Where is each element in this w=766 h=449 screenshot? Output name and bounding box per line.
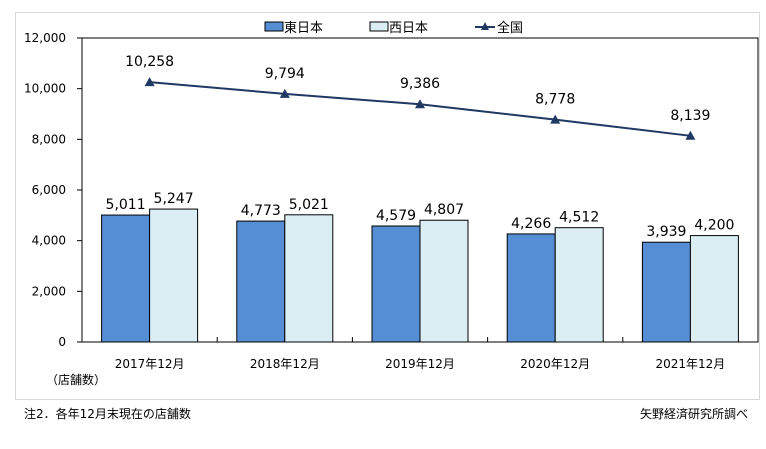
bar-west: [689, 235, 739, 343]
x-tick-label: 2018年12月: [250, 357, 320, 371]
source-note: 矢野経済研究所調べ: [639, 407, 748, 421]
data-label: 4,200: [694, 218, 734, 234]
legend-label: 西日本: [389, 21, 428, 36]
data-label: 4,807: [424, 202, 464, 218]
triangle-marker: [144, 77, 155, 87]
x-tick-label: 2019年12月: [385, 357, 455, 371]
data-label: 9,794: [265, 66, 305, 82]
triangle-marker: [685, 130, 696, 140]
data-label: 5,011: [106, 197, 146, 213]
y-tick-label: 12,000: [24, 31, 66, 45]
data-label: 5,247: [154, 191, 194, 207]
data-label: 5,021: [289, 197, 329, 213]
bar-west: [554, 227, 604, 343]
triangle-marker: [279, 88, 290, 98]
bar-east: [641, 241, 691, 343]
legend-swatch: [264, 21, 284, 32]
triangle-marker: [415, 99, 425, 109]
y-tick-label: 8,000: [32, 132, 66, 146]
legend-label: 東日本: [284, 20, 323, 36]
bar-east: [506, 233, 556, 343]
footnote: 注2．各年12月末現在の店舗数: [24, 407, 191, 421]
legend-swatch: [369, 21, 389, 32]
bar-west: [419, 219, 469, 343]
data-label: 4,512: [559, 210, 599, 226]
data-label: 3,939: [646, 224, 686, 240]
bar-west: [284, 214, 334, 343]
data-label: 4,579: [376, 208, 416, 224]
data-label: 8,778: [535, 92, 575, 108]
y-tick-label: 2,000: [32, 284, 66, 298]
bar-east: [371, 225, 421, 343]
data-label: 10,258: [125, 54, 174, 70]
y-tick-label: 0: [58, 335, 66, 349]
data-label: 8,139: [670, 108, 710, 124]
chart-frame: [15, 12, 760, 400]
legend-triangle-icon: [481, 22, 489, 30]
y-tick-label: 6,000: [32, 183, 66, 197]
x-tick-label: 2017年12月: [115, 357, 185, 371]
x-tick-label: 2020年12月: [520, 357, 590, 371]
data-label: 4,773: [241, 203, 281, 219]
data-label: 9,386: [400, 76, 440, 92]
data-label: 4,266: [511, 216, 551, 232]
triangle-marker: [550, 114, 561, 124]
x-tick-label: 2021年12月: [655, 357, 725, 371]
y-tick-label: 10,000: [24, 82, 66, 96]
y-tick-label: 4,000: [32, 234, 66, 248]
bar-west: [149, 208, 199, 343]
bar-east: [236, 220, 286, 343]
y-axis-label: （店舗数）: [46, 372, 106, 387]
bar-east: [101, 214, 151, 343]
legend-label: 全国: [497, 20, 523, 36]
